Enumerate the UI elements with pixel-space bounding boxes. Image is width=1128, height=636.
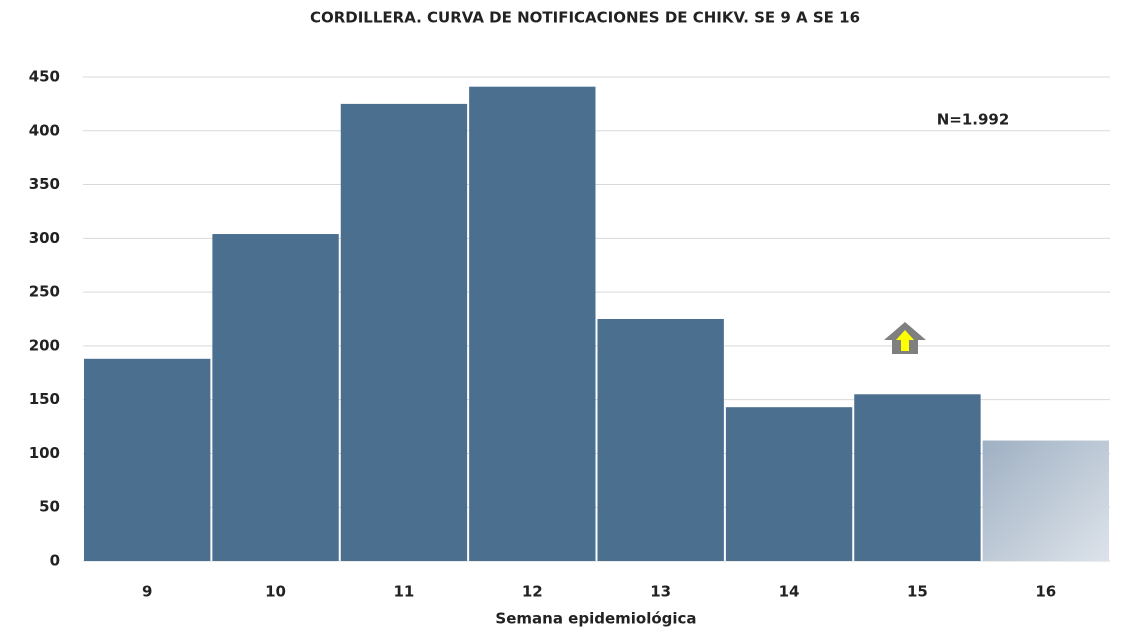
y-tick-label: 450	[29, 68, 60, 86]
y-tick-label: 150	[29, 390, 60, 408]
y-tick-label: 50	[39, 498, 60, 516]
bar	[982, 440, 1109, 561]
x-tick-label: 15	[907, 583, 928, 601]
arrow-icon-inner	[896, 330, 914, 351]
y-tick-label: 100	[29, 444, 60, 462]
x-tick-label: 9	[142, 583, 152, 601]
x-tick-label: 11	[394, 583, 415, 601]
y-tick-label: 200	[29, 336, 60, 354]
x-axis-title: Semana epidemiológica	[495, 610, 696, 628]
bar	[597, 319, 724, 561]
annotation: N=1.992	[937, 111, 1010, 129]
x-tick-label: 13	[650, 583, 671, 601]
bar	[854, 394, 981, 561]
x-tick-label: 12	[522, 583, 543, 601]
chart-title: CORDILLERA. CURVA DE NOTIFICACIONES DE C…	[310, 9, 860, 27]
x-tick-label: 14	[779, 583, 800, 601]
x-tick-label: 16	[1035, 583, 1056, 601]
plot-area: 0 50 100 150 200 250 300 350 400 450 9 10 11 12 13 14 15…	[29, 68, 1110, 601]
bar	[469, 86, 596, 562]
y-tick-label: 400	[29, 121, 60, 139]
y-tick-label: 350	[29, 175, 60, 193]
x-tick-label: 10	[265, 583, 286, 601]
bar	[84, 358, 211, 561]
y-tick-label: 300	[29, 229, 60, 247]
bar	[212, 234, 339, 561]
y-tick-label: 250	[29, 283, 60, 301]
bar	[725, 407, 853, 561]
y-tick-label: 0	[50, 552, 60, 570]
bar	[340, 103, 468, 561]
